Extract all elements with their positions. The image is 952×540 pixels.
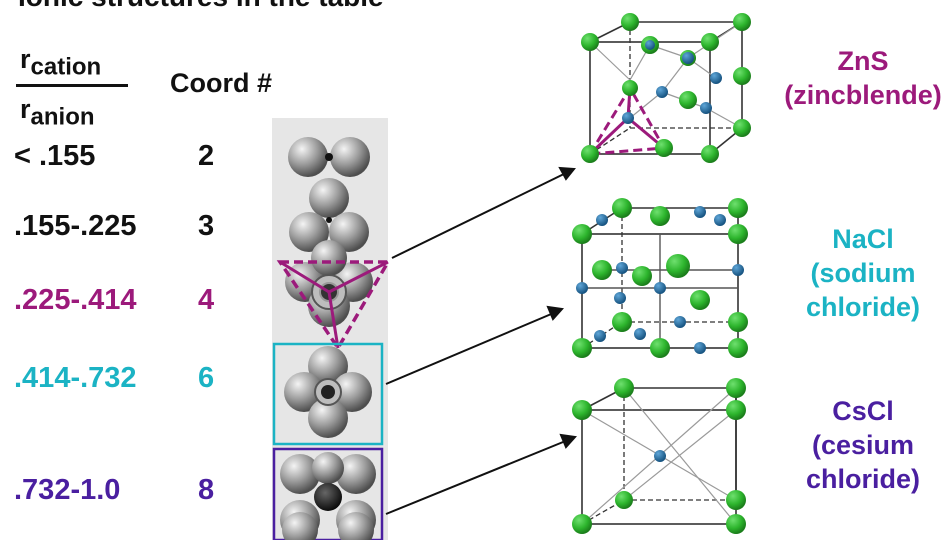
structure-label-cscl: CsCl (cesium chloride) bbox=[778, 394, 948, 496]
r-anion-symbol: r bbox=[20, 94, 31, 124]
cation-subscript: cation bbox=[30, 53, 102, 81]
ratio-denominator: ranion bbox=[20, 94, 95, 131]
r-cation-symbol: r bbox=[20, 44, 31, 74]
cscl-unit-cell bbox=[572, 378, 746, 534]
top-cutoff-label: Ionic structures in the table bbox=[18, 0, 384, 13]
zns-unit-cell bbox=[581, 13, 751, 163]
trigonal-model-icon bbox=[289, 178, 369, 252]
tetrahedral-model-icon bbox=[276, 240, 392, 352]
row-coord-4: 6 bbox=[198, 362, 215, 394]
formula-nacl: NaCl bbox=[832, 224, 894, 254]
row-ratio-5: .732-1.0 bbox=[14, 474, 121, 506]
nacl-unit-cell bbox=[572, 198, 748, 358]
formula-cscl: CsCl bbox=[832, 396, 894, 426]
row-coord-2: 3 bbox=[198, 210, 215, 242]
ratio-numerator: rcation bbox=[20, 44, 101, 81]
linear-model-icon bbox=[288, 137, 370, 177]
octahedral-model-icon bbox=[272, 342, 384, 446]
row-ratio-3: .225-.414 bbox=[14, 284, 137, 316]
row-ratio-2: .155-.225 bbox=[14, 210, 137, 242]
name-cscl-line1: (cesium bbox=[811, 430, 915, 460]
cubic-model-icon bbox=[272, 447, 384, 540]
structure-label-zns: ZnS (zincblende) bbox=[778, 44, 948, 112]
row-coord-5: 8 bbox=[198, 474, 215, 506]
formula-zns: ZnS bbox=[837, 46, 889, 76]
top-cutoff-text: Ionic structures in the table bbox=[0, 0, 520, 18]
name-nacl-line2: chloride) bbox=[805, 292, 920, 322]
row-ratio-1: < .155 bbox=[14, 140, 96, 172]
fraction-bar bbox=[16, 84, 128, 87]
name-cscl-line2: chloride) bbox=[805, 464, 920, 494]
structure-label-nacl: NaCl (sodium chloride) bbox=[778, 222, 948, 324]
row-coord-3: 4 bbox=[198, 284, 215, 316]
row-coord-1: 2 bbox=[198, 140, 215, 172]
row-ratio-4: .414-.732 bbox=[14, 362, 137, 394]
name-zns: (zincblende) bbox=[784, 80, 942, 110]
coord-header: Coord # bbox=[170, 68, 273, 98]
name-nacl-line1: (sodium bbox=[810, 258, 916, 288]
anion-subscript: anion bbox=[30, 103, 95, 131]
arrows bbox=[385, 166, 577, 515]
